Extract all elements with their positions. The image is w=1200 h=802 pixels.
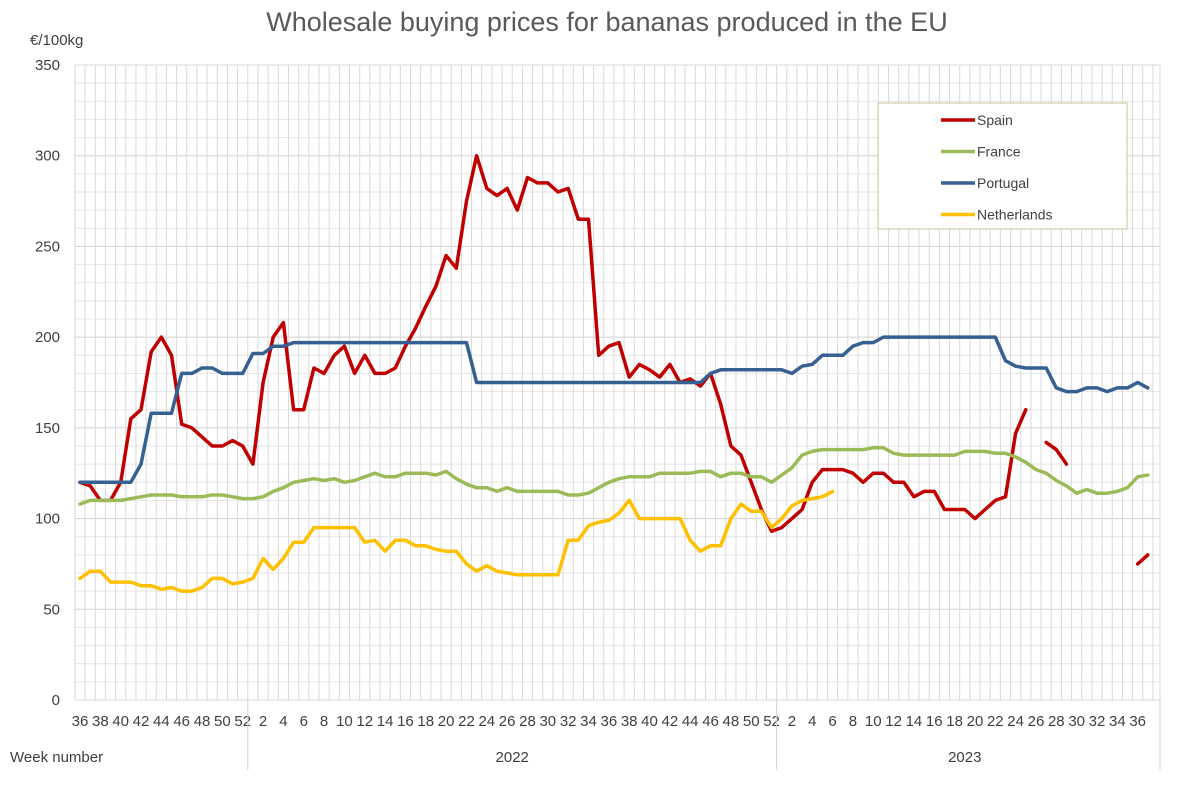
x-tick-label: 46: [702, 713, 719, 730]
x-tick-label: 8: [849, 713, 857, 730]
x-tick-label: 12: [356, 713, 373, 730]
x-tick-label: 22: [458, 713, 475, 730]
legend-label-netherlands: Netherlands: [977, 207, 1053, 223]
x-tick-label: 16: [926, 713, 943, 730]
series-line-spain: [78, 153, 1150, 566]
x-tick-label: 30: [1068, 713, 1085, 730]
x-tick-label: 24: [478, 713, 495, 730]
legend-label-spain: Spain: [977, 112, 1013, 128]
x-tick-label: 18: [417, 713, 434, 730]
x-tick-label: 20: [967, 713, 984, 730]
x-tick-label: 14: [377, 713, 394, 730]
x-tick-label: 48: [194, 713, 211, 730]
y-tick-label: 0: [52, 692, 60, 709]
x-tick-label: 40: [112, 713, 129, 730]
x-tick-label: 42: [662, 713, 679, 730]
x-tick-label: 6: [300, 713, 308, 730]
x-tick-label: 14: [906, 713, 923, 730]
y-tick-label: 100: [35, 511, 60, 528]
series-lines: [78, 153, 1150, 593]
x-tick-label: 46: [173, 713, 190, 730]
x-tick-label: 42: [133, 713, 150, 730]
x-tick-label: 12: [885, 713, 902, 730]
y-tick-label: 150: [35, 420, 60, 437]
x-tick-label: 50: [214, 713, 231, 730]
x-tick-label: 32: [1089, 713, 1106, 730]
x-tick-label: 24: [1007, 713, 1024, 730]
x-tick-label: 4: [279, 713, 287, 730]
plot-border: [74, 64, 1161, 701]
series-line-netherlands: [78, 489, 835, 593]
x-tick-label: 32: [560, 713, 577, 730]
x-tick-label: 52: [763, 713, 780, 730]
x-tick-label: 40: [641, 713, 658, 730]
legend-box: [877, 102, 1128, 230]
series-line-portugal: [78, 335, 1150, 485]
x-tick-label: 44: [682, 713, 699, 730]
x-tick-label: 18: [946, 713, 963, 730]
x-tick-label: 34: [1109, 713, 1126, 730]
x-tick-label: 30: [539, 713, 556, 730]
x-tick-label: 34: [580, 713, 597, 730]
legend-label-portugal: Portugal: [977, 175, 1029, 191]
x-tick-label: 28: [519, 713, 536, 730]
x-tick-label: 2: [788, 713, 796, 730]
x-tick-label: 2: [259, 713, 267, 730]
x-tick-label: 50: [743, 713, 760, 730]
y-axis-label: €/100kg: [30, 32, 83, 49]
x-tick-label: 8: [320, 713, 328, 730]
x-tick-label: 48: [723, 713, 740, 730]
x-tick-label: 6: [828, 713, 836, 730]
x-tick-label: 26: [499, 713, 516, 730]
year-label: 2022: [496, 749, 529, 766]
x-tick-label: 44: [153, 713, 170, 730]
y-tick-label: 250: [35, 238, 60, 255]
x-tick-label: 52: [234, 713, 251, 730]
x-tick-label: 28: [1048, 713, 1065, 730]
x-tick-label: 36: [1129, 713, 1146, 730]
x-tick-label: 36: [600, 713, 617, 730]
chart-title: Wholesale buying prices for bananas prod…: [266, 7, 947, 37]
legend: Spain France Portugal Netherlands: [877, 102, 1128, 230]
legend-label-france: France: [977, 144, 1021, 160]
x-tick-label: 16: [397, 713, 414, 730]
y-tick-label: 350: [35, 57, 60, 74]
year-label: 2023: [948, 749, 981, 766]
series-line-france: [78, 446, 1150, 506]
x-axis-label: Week number: [10, 749, 103, 766]
x-tick-label: 22: [987, 713, 1004, 730]
y-tick-label: 50: [43, 601, 60, 618]
x-tick-label: 38: [621, 713, 638, 730]
y-tick-label: 200: [35, 329, 60, 346]
y-tick-label: 300: [35, 148, 60, 165]
x-tick-label: 10: [865, 713, 882, 730]
x-tick-label: 20: [438, 713, 455, 730]
x-tick-label: 38: [92, 713, 109, 730]
x-tick-label: 10: [336, 713, 353, 730]
x-tick-label: 26: [1028, 713, 1045, 730]
x-tick-label: 4: [808, 713, 816, 730]
x-tick-label: 36: [72, 713, 89, 730]
